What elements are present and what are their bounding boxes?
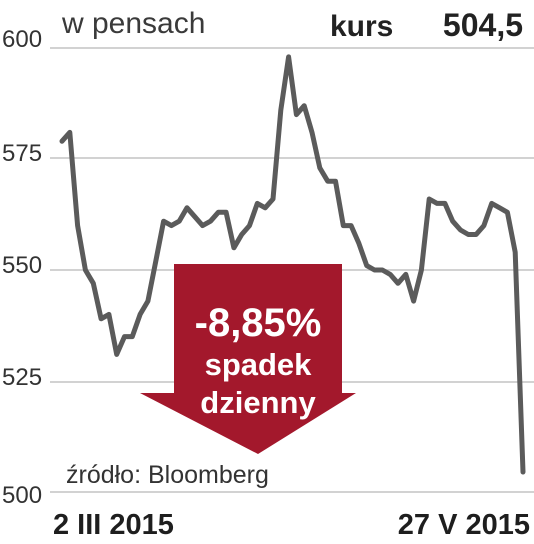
data-point [405,273,407,275]
y-tick-label: 600 [2,26,42,53]
data-point [506,211,508,213]
data-point [69,131,71,133]
data-point [92,282,94,284]
y-tick-label: 500 [2,482,42,509]
data-point [163,220,165,222]
data-point [84,269,86,271]
y-tick-label: 525 [2,364,42,391]
y-tick-label: 550 [2,252,42,279]
data-point [374,269,375,271]
data-point [460,229,461,231]
data-point [194,216,196,218]
drop-annotation: -8,85% spadek dzienny [140,264,356,454]
data-point [420,269,422,271]
data-point [483,225,485,227]
data-point [202,225,204,227]
data-point [77,225,79,227]
data-point [452,220,454,222]
data-point [186,207,188,209]
data-point [522,471,524,473]
data-point [116,353,118,355]
data-point [256,202,258,204]
data-point [147,300,149,302]
x-tick-label-end: 27 V 2015 [398,509,530,541]
data-point [467,234,469,235]
price-value: 504,5 [443,7,523,43]
data-point [225,211,227,213]
y-axis: 600 575 550 525 500 [2,26,42,509]
data-point [311,131,313,133]
data-point [131,336,133,338]
data-point [514,251,516,253]
data-point [249,225,250,227]
data-point [413,300,415,302]
data-point [358,242,360,244]
annotation-value: -8,85% [195,301,322,345]
data-point [397,282,399,284]
data-point [217,211,219,213]
unit-label: w pensach [61,7,205,40]
data-point [444,202,446,204]
data-point [210,220,211,222]
annotation-line-1: spadek [205,347,313,382]
series-line [59,54,526,475]
data-point [272,198,274,200]
data-point [335,180,336,182]
data-point [381,269,383,271]
data-point [428,198,430,200]
x-axis: 2 III 2015 27 V 2015 [53,509,530,541]
data-point [342,225,344,227]
data-point [124,336,125,338]
data-point [170,225,172,227]
down-arrow-icon [140,264,356,454]
data-point [241,234,243,235]
x-tick-label-start: 2 III 2015 [53,509,174,541]
data-point [319,167,321,169]
data-point [233,247,235,249]
data-point [288,56,290,58]
series-layer [59,54,526,475]
data-point [108,313,110,315]
price-label: kurs [330,10,393,43]
data-point [327,180,329,182]
data-point [350,225,352,227]
data-point [100,318,102,320]
data-point [436,202,438,204]
data-point [295,114,297,116]
data-point [366,265,368,267]
data-point [264,207,266,209]
data-point [303,105,305,107]
y-tick-label: 575 [2,140,42,167]
data-point [155,260,157,262]
data-point [389,273,391,275]
data-point [499,207,501,209]
source-label: źródło: Bloomberg [66,461,269,489]
data-point [139,313,141,315]
data-point [178,220,180,222]
annotation-line-2: dzienny [200,385,316,420]
data-point [280,109,282,111]
data-point [61,140,63,142]
data-point [491,202,493,204]
data-point [475,234,477,235]
